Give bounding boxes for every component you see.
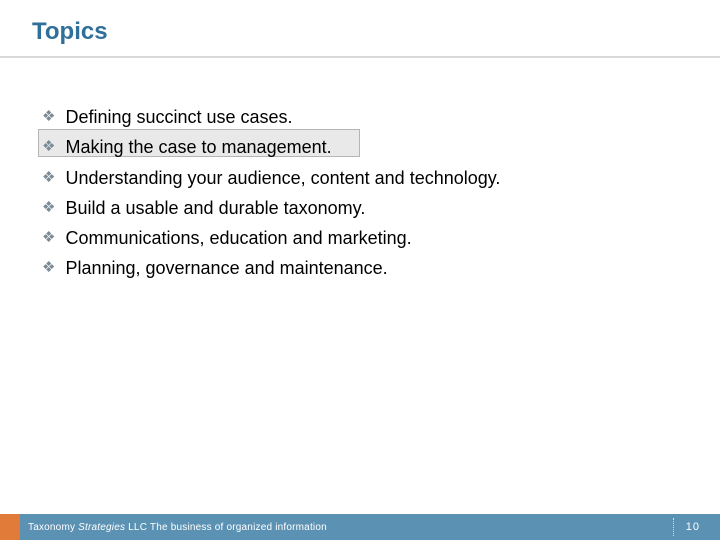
list-item: ❖ Making the case to management. — [42, 135, 690, 159]
list-item: ❖ Understanding your audience, content a… — [42, 166, 690, 190]
slide: Topics ❖ Defining succinct use cases. ❖ … — [0, 0, 720, 540]
bullet-text: Making the case to management. — [65, 135, 331, 159]
diamond-bullet-icon: ❖ — [42, 198, 55, 218]
list-item: ❖ Communications, education and marketin… — [42, 226, 690, 250]
footer-divider — [673, 518, 674, 536]
list-item: ❖ Build a usable and durable taxonomy. — [42, 196, 690, 220]
footer-bar: Taxonomy Strategies LLC The business of … — [0, 514, 720, 540]
slide-title: Topics — [32, 18, 108, 46]
diamond-bullet-icon: ❖ — [42, 258, 55, 278]
bullet-text: Planning, governance and maintenance. — [65, 256, 387, 280]
page-number: 10 — [686, 521, 720, 533]
footer-accent — [0, 514, 20, 540]
diamond-bullet-icon: ❖ — [42, 228, 55, 248]
footer-text: Taxonomy Strategies LLC The business of … — [20, 522, 673, 533]
title-underline — [0, 56, 720, 58]
diamond-bullet-icon: ❖ — [42, 168, 55, 188]
footer-company-italic: Strategies — [78, 522, 125, 533]
list-item: ❖ Defining succinct use cases. — [42, 105, 690, 129]
bullet-text: Defining succinct use cases. — [65, 105, 292, 129]
bullet-list: ❖ Defining succinct use cases. ❖ Making … — [42, 105, 690, 287]
list-item: ❖ Planning, governance and maintenance. — [42, 256, 690, 280]
diamond-bullet-icon: ❖ — [42, 137, 55, 157]
diamond-bullet-icon: ❖ — [42, 107, 55, 127]
footer-company-prefix: Taxonomy — [28, 522, 78, 533]
bullet-text: Understanding your audience, content and… — [65, 166, 500, 190]
footer-tagline: The business of organized information — [147, 522, 327, 533]
bullet-text: Communications, education and marketing. — [65, 226, 411, 250]
footer-company-suffix: LLC — [125, 522, 147, 533]
bullet-text: Build a usable and durable taxonomy. — [65, 196, 365, 220]
